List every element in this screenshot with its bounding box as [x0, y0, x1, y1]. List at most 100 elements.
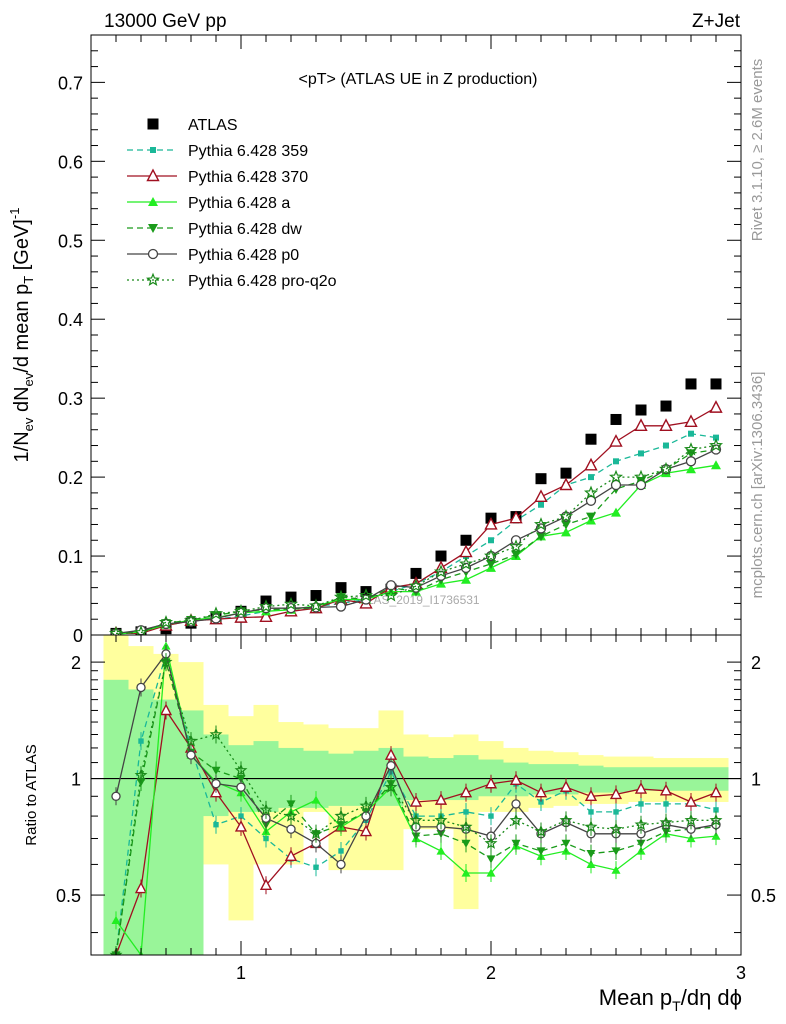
- ratio-y-tick-label-right: 0.5: [751, 886, 776, 906]
- pythia-6-428-370-ratio-point: [609, 787, 623, 800]
- pythia-6-428-pro-q2o-ratio-point: [259, 803, 273, 816]
- pythia-6-428-pro-q2o-ratio-point: [134, 768, 148, 781]
- pythia-6-428-a-ratio-point: [311, 795, 321, 804]
- pythia-6-428-370-ratio-point: [534, 785, 548, 798]
- pythia-6-428-a-ratio-point: [611, 865, 621, 874]
- pythia-6-428-pro-q2o-ratio-point: [309, 826, 323, 840]
- ratio-y-tick-label-right: 1: [751, 770, 761, 790]
- pythia-6-428-dw-ratio-point: [411, 832, 421, 841]
- pythia-6-428-pro-q2o-ratio-point: [684, 813, 698, 826]
- pythia-6-428-p0-point: [610, 479, 622, 491]
- pythia-6-428-370-ratio-point: [409, 795, 423, 807]
- pythia-6-428-dw-point: [586, 512, 596, 522]
- y-tick-label: 0: [73, 626, 83, 646]
- legend-pythia-6-428-370-marker: [146, 168, 160, 182]
- pythia-6-428-pro-q2o-ratio-point: [384, 780, 398, 793]
- pythia-6-428-pro-q2o-ratio-point: [109, 948, 123, 955]
- pythia-6-428-a-point: [711, 460, 721, 470]
- pythia-6-428-p0-point: [635, 479, 647, 491]
- legend-pythia-6-428-a-label: Pythia 6.428 a: [188, 195, 290, 212]
- pythia-6-428-370-ratio-point: [484, 776, 498, 789]
- legend-atlas-label: ATLAS: [188, 117, 238, 134]
- main-series-group: [108, 378, 724, 635]
- ratio-y-tick-label: 2: [71, 653, 81, 673]
- pythia-6-428-pro-q2o-ratio-point: [634, 817, 648, 831]
- pythia-6-428-pro-q2o-ratio-point: [359, 799, 373, 812]
- pythia-6-428-dw-point: [511, 550, 521, 560]
- main-plot-title: <pT> (ATLAS UE in Z production): [299, 71, 538, 88]
- main-plot: 0 0.1 0.2 0.3 0.4 0.5 0.6 0.7 <pT> (ATLAS UE in…: [7, 34, 742, 646]
- legend-pythia-6-428-359-label: Pythia 6.428 359: [188, 143, 308, 160]
- y-tick-label: 0.2: [58, 468, 83, 488]
- legend-pythia-6-428-pro-q2o-label: Pythia 6.428 pro-q2o: [188, 273, 337, 290]
- pythia-6-428-359-point: [588, 474, 594, 481]
- pythia-6-428-dw-ratio-point: [486, 855, 496, 864]
- pythia-6-428-pro-q2o-point: [258, 599, 274, 613]
- pythia-6-428-370-ratio-point: [434, 793, 448, 805]
- atlas-point: [460, 534, 472, 546]
- pythia-6-428-pro-q2o-point: [283, 596, 299, 611]
- inner-band-bin: [328, 753, 354, 806]
- pythia-6-428-dw-ratio-point: [461, 839, 471, 848]
- pythia-6-428-dw-ratio-point: [536, 847, 546, 856]
- pythia-6-428-pro-q2o-ratio-point: [709, 813, 723, 826]
- pythia-6-428-a-point: [561, 527, 571, 537]
- pythia-6-428-359-ratio-point: [488, 813, 494, 819]
- pythia-6-428-dw-ratio-point: [611, 847, 621, 856]
- pythia-6-428-359-ratio-point: [338, 848, 344, 854]
- pythia-6-428-p0-ratio-point: [386, 760, 396, 771]
- pythia-6-428-pro-q2o-point: [383, 588, 399, 602]
- legend-pythia-6-428-pro-q2o-marker: [145, 272, 161, 286]
- pythia-6-428-359-ratio-point: [538, 799, 544, 805]
- pythia-6-428-370-ratio-point: [459, 785, 473, 798]
- pythia-6-428-pro-q2o-point: [483, 548, 499, 563]
- pythia-6-428-370-point: [534, 489, 548, 503]
- pythia-6-428-dw-ratio-point: [336, 821, 346, 830]
- ratio-y-tick-label: 0.5: [56, 886, 81, 906]
- pythia-6-428-pro-q2o-ratio-point: [334, 809, 348, 822]
- pythia-6-428-370-point: [509, 510, 523, 524]
- pythia-6-428-p0-ratio-point: [286, 824, 296, 834]
- pythia-6-428-359-point: [613, 458, 619, 465]
- pythia-6-428-370-ratio-point: [259, 878, 273, 891]
- pythia-6-428-359-ratio-point: [463, 809, 469, 815]
- pythia-6-428-dw-ratio-point: [286, 800, 296, 809]
- pythia-6-428-pro-q2o-point: [433, 564, 449, 578]
- pythia-6-428-pro-q2o-ratio-point: [584, 820, 598, 833]
- pythia-6-428-pro-q2o-ratio-point: [609, 822, 623, 835]
- pythia-6-428-p0-ratio-point: [111, 791, 121, 801]
- x-tick-label: 2: [486, 963, 496, 983]
- ratio-series-group: [109, 637, 723, 955]
- pythia-6-428-359-point: [713, 434, 719, 441]
- pythia-6-428-370-point: [584, 457, 598, 471]
- pythia-6-428-dw-ratio-point: [211, 766, 221, 775]
- pythia-6-428-pro-q2o-point: [308, 598, 324, 612]
- pythia-6-428-pro-q2o-ratio-point: [484, 836, 498, 849]
- pythia-6-428-pro-q2o-point: [608, 469, 624, 484]
- watermark-label: ATLAS_2019_I1736531: [352, 593, 480, 607]
- atlas-point: [710, 378, 722, 390]
- inner-band-bin: [253, 741, 279, 812]
- pythia-6-428-dw-ratio-point: [636, 839, 646, 848]
- atlas-point: [335, 582, 347, 594]
- pythia-6-428-pro-q2o-ratio-point: [559, 813, 573, 826]
- pythia-6-428-pro-q2o-ratio-point: [509, 813, 523, 826]
- pythia-6-428-pro-q2o-point: [683, 442, 699, 456]
- pythia-6-428-359-point: [538, 501, 544, 508]
- ratio-x-axis-label: Mean pT/dη dϕ: [599, 985, 742, 1014]
- pythia-6-428-pro-q2o-point: [558, 509, 574, 523]
- pythia-6-428-pro-q2o-point: [233, 603, 249, 618]
- atlas-point: [310, 590, 322, 602]
- pythia-6-428-p0-point: [685, 456, 697, 467]
- atlas-point: [560, 467, 572, 479]
- pythia-6-428-pro-q2o-ratio-point: [434, 813, 448, 826]
- x-tick-label: 3: [736, 963, 746, 983]
- pythia-6-428-a-ratio-point: [436, 846, 446, 855]
- pythia-6-428-a-point: [686, 464, 696, 474]
- atlas-point: [660, 400, 672, 412]
- pythia-6-428-370-point: [559, 477, 573, 491]
- pythia-6-428-370-ratio-point: [559, 780, 573, 792]
- legend-atlas-marker: [147, 118, 159, 130]
- pythia-6-428-370-point: [659, 418, 673, 431]
- pythia-6-428-pro-q2o-ratio-point: [409, 813, 423, 826]
